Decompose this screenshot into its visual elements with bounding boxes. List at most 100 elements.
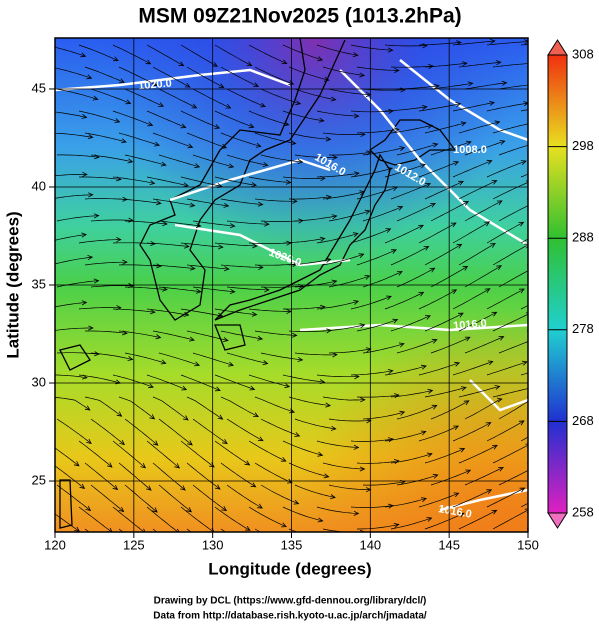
streamline [90,418,125,445]
streamline [288,132,331,140]
streamline [124,286,167,291]
streamline-arrow [194,361,201,367]
streamline-arrow [332,352,338,358]
streamline-arrow [496,265,502,271]
streamline-arrow [484,288,491,294]
x-tick-label: 120 [44,537,66,552]
streamline-arrow [460,121,467,127]
streamline-arrow [285,179,292,185]
streamline [350,370,393,376]
streamline-arrow [184,243,190,249]
streamline [328,275,370,288]
streamline-arrow [154,141,160,147]
streamline [356,249,397,266]
streamline [283,306,325,310]
streamline [288,462,329,478]
streamline [282,110,324,122]
coastlines [59,38,457,529]
streamline [220,132,261,147]
streamline [486,41,528,46]
streamline-arrow [492,444,498,450]
streamline [357,524,399,530]
streamline [180,242,223,248]
y-tick-label: 25 [32,472,46,487]
streamline-arrow [484,221,491,227]
streamline [158,286,201,293]
streamline [78,239,121,244]
streamline [430,141,472,156]
streamline-arrow [399,146,406,152]
streamline [226,286,269,291]
streamline [316,44,358,56]
streamline [124,352,166,364]
streamline [192,484,227,511]
streamline [180,308,223,317]
streamline [55,111,87,118]
streamline-arrow [156,263,162,269]
streamline-arrow [195,222,202,228]
streamline-arrow [214,386,221,392]
streamline [486,487,525,508]
streamline [430,336,471,354]
streamline-arrow [496,200,503,206]
x-tick-label: 140 [359,537,381,552]
streamline-arrow [387,369,394,375]
streamline-arrow [293,499,300,505]
streamline-arrow [387,47,394,53]
streamline [424,312,464,332]
streamline-arrow [450,222,457,228]
streamline [288,66,329,81]
streamline-arrow [359,529,366,532]
streamline [486,420,525,442]
streamline-arrow [385,295,392,301]
streamline [384,164,426,178]
streamline-arrow [212,61,219,67]
streamline [424,448,465,464]
streamline [328,418,371,422]
streamline-arrow [385,228,392,233]
streamline-arrow [160,359,167,365]
streamline [254,132,296,144]
streamline [424,122,466,134]
streamline-arrow [217,244,224,250]
streamline [254,263,298,266]
streamline-arrow [456,243,463,249]
streamline-arrow [251,311,258,317]
streamline-arrow [228,361,234,367]
streamline [322,462,365,470]
streamline-arrow [420,430,427,436]
streamline-arrow [112,484,119,491]
streamline-arrow [283,121,290,127]
streamline [452,288,490,310]
streamline-arrow [217,312,224,318]
streamline [390,453,433,464]
streamline [78,110,120,123]
streamline [226,220,269,225]
streamline-arrow [461,61,468,67]
streamline [152,264,195,269]
streamline-arrow [147,121,154,127]
streamline [55,513,80,532]
streamline-arrow [330,96,337,102]
streamline-arrow [158,102,165,107]
streamline [124,220,167,225]
streamline-arrow [393,127,400,133]
streamline-arrow [525,443,528,449]
streamline-arrow [530,397,535,401]
streamline-arrow [353,510,360,516]
streamline-arrow [174,463,181,469]
streamline-arrow [427,388,434,394]
streamline-arrow [453,161,460,166]
streamline-arrow [189,202,196,208]
streamline [248,374,290,388]
streamline-arrow [128,217,134,223]
streamline-arrow [391,249,397,254]
streamline [214,308,257,316]
streamline [84,66,125,83]
streamline [254,330,297,336]
streamline-arrow [432,142,439,148]
streamline [390,183,431,200]
streamline-arrow [353,171,360,177]
streamline-arrow [116,411,123,417]
